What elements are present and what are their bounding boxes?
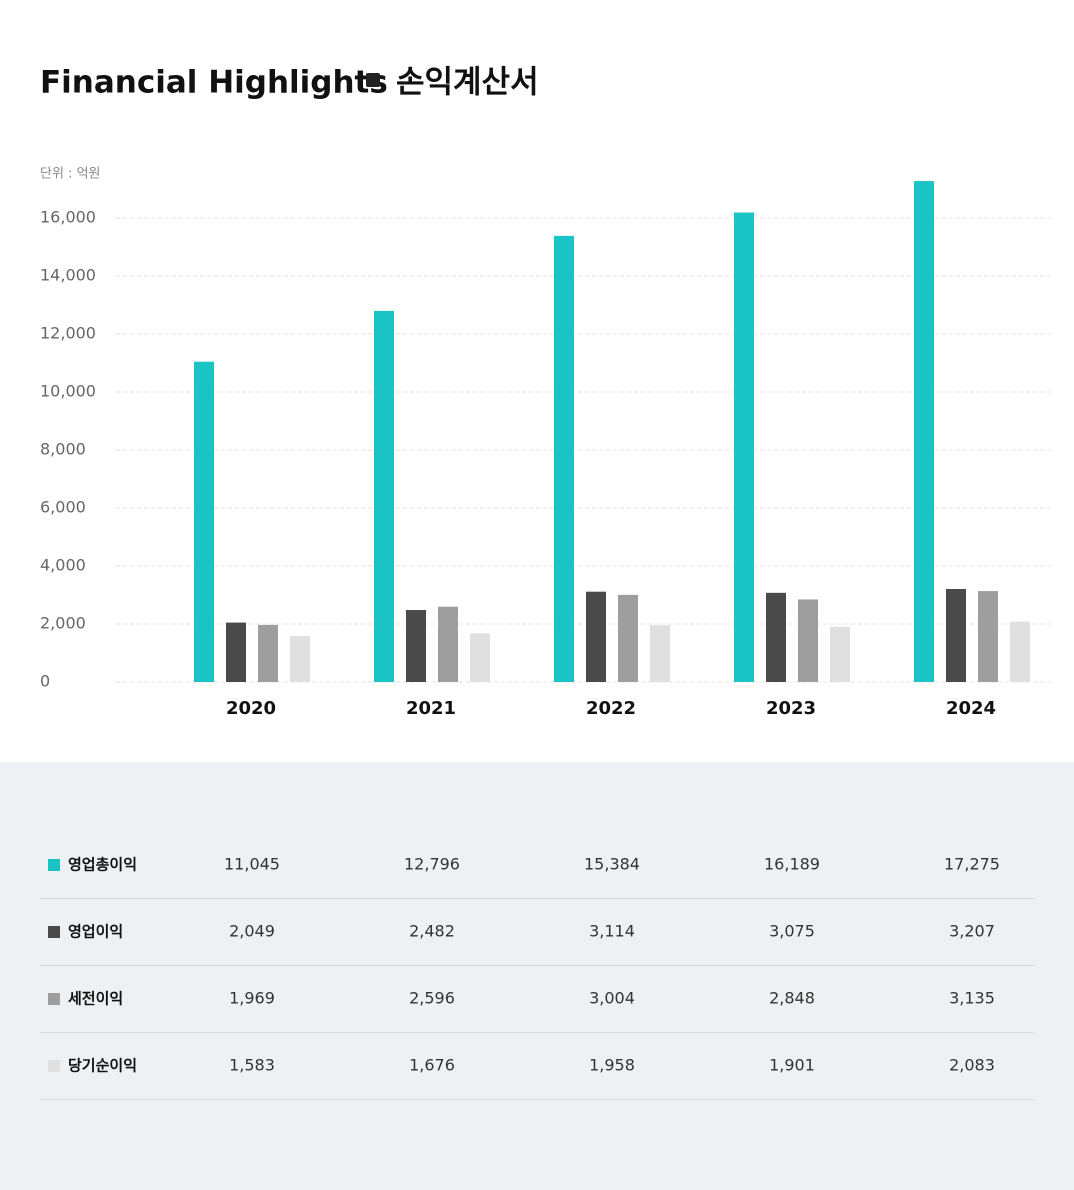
table-cell: 15,384	[584, 855, 640, 874]
x-tick-label: 2024	[946, 698, 996, 719]
bar	[618, 594, 638, 682]
legend-swatch	[48, 859, 60, 871]
table-cell: 1,969	[229, 989, 275, 1008]
table-cell: 17,275	[944, 855, 1000, 874]
y-tick-label: 2,000	[40, 614, 86, 633]
bar	[586, 591, 606, 682]
legend-swatch	[48, 993, 60, 1005]
bar	[406, 610, 426, 682]
x-tick-label: 2021	[406, 698, 456, 719]
x-tick-label: 2023	[766, 698, 816, 719]
y-tick-label: 16,000	[40, 208, 96, 227]
y-tick-label: 10,000	[40, 382, 96, 401]
bar	[830, 626, 850, 682]
y-tick-label: 14,000	[40, 266, 96, 285]
table-cell: 1,676	[409, 1056, 455, 1075]
x-tick-label: 2020	[226, 698, 276, 719]
table-cell: 2,482	[409, 922, 455, 941]
row-label: 영업총이익	[68, 856, 137, 874]
bar	[470, 633, 490, 682]
bar	[554, 235, 574, 682]
table-cell: 2,596	[409, 989, 455, 1008]
chart-subtitle: 손익계산서	[396, 65, 539, 101]
bar	[438, 606, 458, 682]
bar	[290, 636, 310, 682]
table-cell: 3,207	[949, 922, 995, 941]
x-tick-label: 2022	[586, 698, 636, 719]
table-cell: 11,045	[224, 855, 280, 874]
table-cell: 2,848	[769, 989, 815, 1008]
table-cell: 12,796	[404, 855, 460, 874]
bar	[946, 588, 966, 682]
chart-title: Financial Highlights	[40, 65, 388, 101]
y-tick-label: 8,000	[40, 440, 86, 459]
table-cell: 3,004	[589, 989, 635, 1008]
table-cell: 1,958	[589, 1056, 635, 1075]
table-cell: 3,135	[949, 989, 995, 1008]
chart-background	[0, 0, 1074, 762]
y-tick-label: 12,000	[40, 324, 96, 343]
row-label: 당기순이익	[68, 1057, 137, 1075]
y-tick-label: 6,000	[40, 498, 86, 517]
bar	[650, 625, 670, 682]
legend-swatch	[48, 1060, 60, 1072]
table-cell: 1,583	[229, 1056, 275, 1075]
table-cell: 1,901	[769, 1056, 815, 1075]
bar	[374, 310, 394, 682]
title-icon	[366, 73, 380, 87]
bar	[258, 624, 278, 682]
legend-swatch	[48, 926, 60, 938]
bar	[1010, 621, 1030, 682]
table-cell: 2,049	[229, 922, 275, 941]
y-tick-label: 0	[40, 672, 50, 691]
table-cell: 3,075	[769, 922, 815, 941]
row-label: 영업이익	[68, 923, 123, 941]
bar	[766, 592, 786, 682]
bar	[226, 622, 246, 682]
unit-label: 단위 : 억원	[40, 167, 101, 182]
bar	[734, 212, 754, 683]
row-label: 세전이익	[68, 990, 123, 1008]
table-cell: 16,189	[764, 855, 820, 874]
table-cell: 2,083	[949, 1056, 995, 1075]
table-background	[0, 762, 1074, 1190]
bar	[798, 599, 818, 682]
bar	[194, 361, 214, 682]
bar	[914, 181, 934, 682]
y-tick-label: 4,000	[40, 556, 86, 575]
table-cell: 3,114	[589, 922, 635, 941]
bar	[978, 591, 998, 682]
